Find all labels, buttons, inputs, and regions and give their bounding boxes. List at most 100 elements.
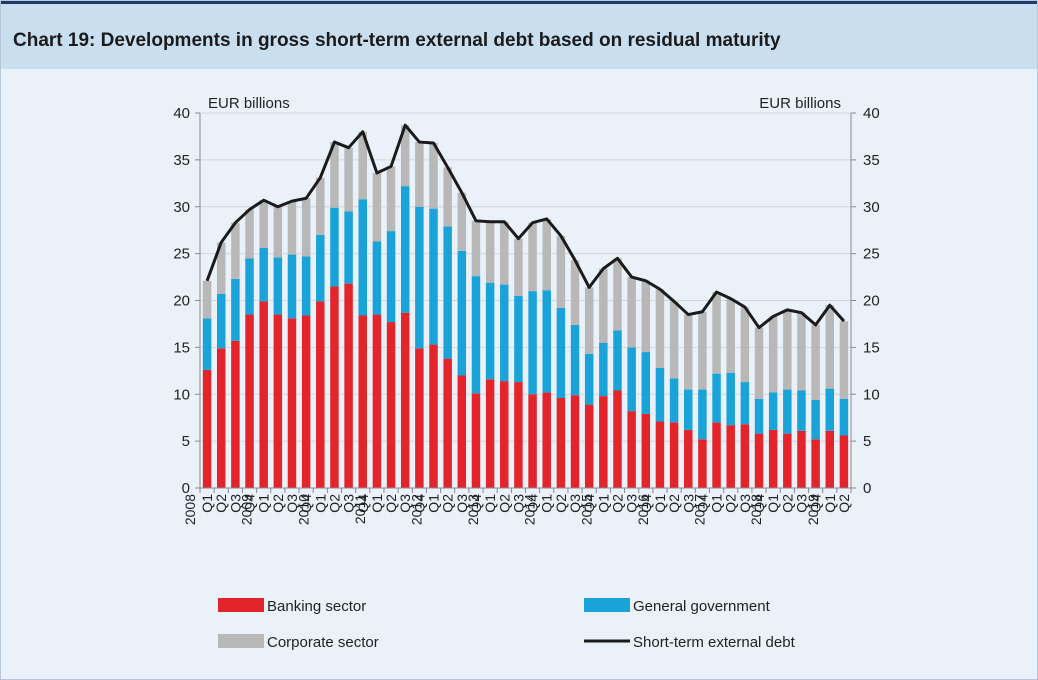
series-line-short-term-external-debt <box>205 123 846 330</box>
x-quarter-label: Q2 <box>609 494 625 513</box>
bar-banking <box>471 393 481 488</box>
debt-line-layer <box>205 123 846 330</box>
bar-banking <box>287 318 297 488</box>
bar-banking <box>655 421 665 488</box>
x-quarter-label: Q3 <box>680 494 696 513</box>
bar-banking <box>415 348 424 488</box>
gridlines <box>200 112 851 442</box>
bar-banking <box>726 425 735 488</box>
bar-government <box>259 248 268 302</box>
x-quarter-label: Q2 <box>383 494 399 513</box>
bar-government <box>726 372 735 426</box>
bar-banking <box>570 395 580 488</box>
bar-corporate <box>443 167 452 227</box>
bar-government <box>386 231 396 323</box>
bar-banking <box>754 433 764 488</box>
bar-banking <box>358 315 367 488</box>
bar-banking <box>740 424 750 488</box>
bar-corporate <box>754 327 764 399</box>
bar-corporate <box>231 222 240 279</box>
top-rule <box>1 1 1037 4</box>
y-tick-label-left: 0 <box>182 480 190 497</box>
x-quarter-label: Q4 <box>525 494 541 513</box>
x-quarter-label: Q4 <box>468 494 484 513</box>
bar-corporate <box>386 166 396 232</box>
bar-government <box>245 258 254 315</box>
x-year-label: 2008 <box>182 494 198 525</box>
y-tick-label-right: 10 <box>863 386 880 403</box>
x-year-label: 2018 <box>748 494 764 525</box>
bar-banking <box>386 322 396 488</box>
bar-corporate <box>570 260 580 325</box>
bar-corporate <box>344 147 353 212</box>
legend-label-corporate: Corporate sector <box>267 634 379 651</box>
bar-government <box>599 342 608 397</box>
bar-corporate <box>641 280 651 353</box>
x-quarter-label: Q1 <box>539 494 555 513</box>
x-quarter-label: Q1 <box>312 494 328 513</box>
bar-government <box>415 206 424 349</box>
bar-corporate <box>216 242 226 294</box>
x-year-label: 2011 <box>352 494 368 524</box>
bar-corporate <box>457 192 467 251</box>
bar-banking <box>811 439 820 488</box>
x-quarter-label: Q3 <box>567 494 583 513</box>
x-quarter-label: Q2 <box>553 494 569 513</box>
bar-corporate <box>287 201 297 255</box>
x-quarter-label: Q4 <box>581 494 597 513</box>
bar-corporate <box>839 321 849 399</box>
y-tick-label-right: 5 <box>863 433 871 450</box>
bar-government <box>556 308 566 398</box>
y-tick-label-left: 5 <box>182 433 190 450</box>
bar-government <box>471 276 481 394</box>
bar-corporate <box>245 209 254 259</box>
bar-government <box>740 382 750 425</box>
bar-corporate <box>712 292 721 374</box>
bar-government <box>443 226 452 359</box>
bar-corporate <box>330 142 339 208</box>
y-tick-label-left: 15 <box>173 339 190 356</box>
bar-corporate <box>415 142 424 207</box>
bar-government <box>712 373 721 423</box>
legend: Banking sector General government Corpor… <box>218 598 796 651</box>
bar-banking <box>245 314 254 488</box>
x-quarter-label: Q3 <box>397 494 413 513</box>
x-quarter-label: Q3 <box>737 494 753 513</box>
bar-corporate <box>429 143 438 209</box>
bar-corporate <box>542 218 551 291</box>
y-tick-label-right: 20 <box>863 293 880 310</box>
bar-government <box>400 186 410 313</box>
legend-label-government: General government <box>633 598 771 615</box>
x-year-label: 2012 <box>409 494 425 525</box>
legend-swatch-banking <box>218 598 264 612</box>
bar-banking <box>316 301 325 488</box>
bar-corporate <box>613 258 622 331</box>
y-tick-label-right: 35 <box>863 152 880 169</box>
bar-government <box>754 398 764 434</box>
legend-label-banking: Banking sector <box>267 598 366 615</box>
bar-banking <box>641 413 651 488</box>
x-quarter-label: Q1 <box>709 494 725 513</box>
chart-title: Chart 19: Developments in gross short-te… <box>13 30 781 51</box>
x-quarter-label: Q3 <box>284 494 300 513</box>
bar-government <box>301 256 311 316</box>
bar-banking <box>627 411 636 488</box>
bar-banking <box>500 381 509 488</box>
bar-government <box>542 290 551 393</box>
bar-government <box>811 399 820 440</box>
bar-government <box>429 208 438 345</box>
bar-government <box>485 282 495 380</box>
x-year-label: 2013 <box>465 494 481 525</box>
bar-government <box>344 211 353 284</box>
bar-corporate <box>655 289 665 368</box>
bar-banking <box>485 379 495 488</box>
x-quarter-label: Q1 <box>199 494 215 513</box>
bar-banking <box>584 404 594 488</box>
bar-banking <box>768 429 778 488</box>
legend-swatch-corporate <box>218 634 264 648</box>
y-tick-label-left: 10 <box>173 386 190 403</box>
bar-government <box>783 389 792 434</box>
y-unit-right: EUR billions <box>759 95 841 112</box>
bars <box>202 125 849 488</box>
